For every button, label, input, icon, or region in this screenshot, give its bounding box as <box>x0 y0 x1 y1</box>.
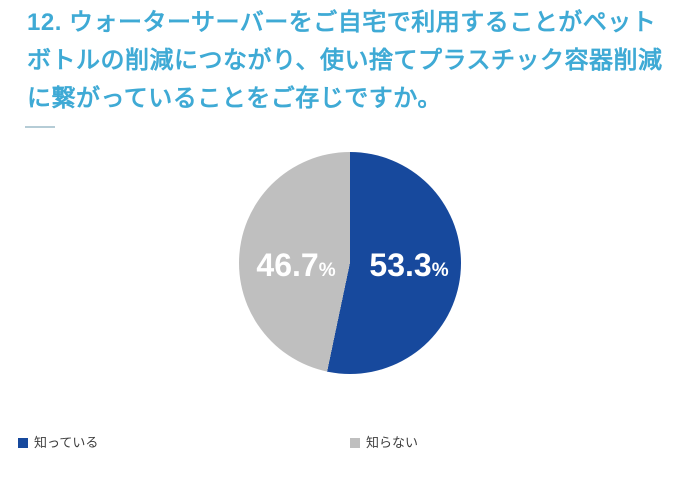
legend-swatch-gray <box>350 437 360 448</box>
legend-label-shiranai: 知らない <box>366 435 419 450</box>
pie-chart <box>239 152 461 374</box>
pie-label-shiranai: 46.7% <box>256 249 335 281</box>
percent-sign: % <box>431 260 449 281</box>
legend-swatch-blue <box>18 437 28 448</box>
pie-label-shiranai-value: 46.7 <box>256 247 319 283</box>
pie-label-shitteiru: 53.3% <box>369 249 448 281</box>
title-divider <box>25 126 55 128</box>
legend-label-shitteiru: 知っている <box>34 435 99 450</box>
percent-sign: % <box>318 260 336 281</box>
legend-item-shitteiru: 知っている <box>18 436 98 449</box>
question-title: 12. ウォーターサーバーをご自宅で利用することがペットボトルの削減につながり、… <box>27 9 663 112</box>
legend-item-shiranai: 知らない <box>350 436 418 449</box>
pie-label-shitteiru-value: 53.3 <box>369 247 432 283</box>
